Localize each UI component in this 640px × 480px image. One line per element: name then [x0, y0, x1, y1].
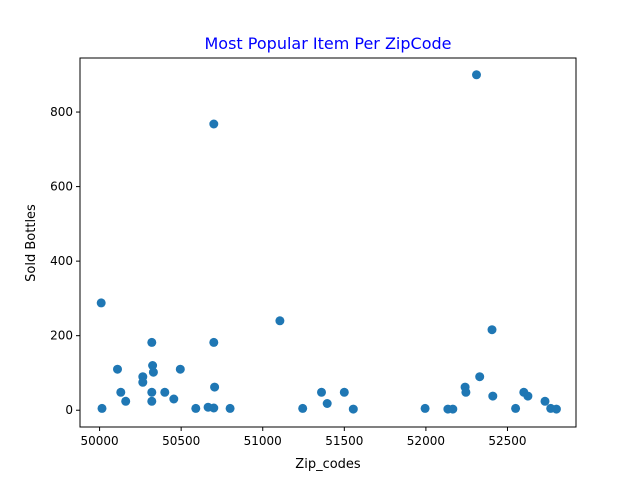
data-point-19	[210, 382, 220, 392]
data-point-14	[175, 364, 185, 374]
y-axis: 0 200 400 600 800	[50, 105, 80, 417]
data-point-22	[275, 316, 285, 326]
data-point-37	[511, 403, 521, 413]
data-point-8	[147, 387, 157, 397]
data-point-4	[121, 396, 131, 406]
data-point-21	[225, 403, 235, 413]
x-tick-label-3: 51500	[325, 434, 363, 448]
data-point-15	[191, 403, 201, 413]
x-tick-label-0: 50000	[80, 434, 118, 448]
plot-frame	[79, 57, 577, 428]
data-point-35	[487, 325, 497, 335]
data-point-13	[169, 394, 179, 404]
data-point-18	[209, 337, 219, 347]
data-point-1	[97, 403, 107, 413]
chart-title: Most Popular Item Per ZipCode	[205, 34, 452, 53]
x-tick-label-1: 50500	[162, 434, 200, 448]
data-point-34	[475, 372, 485, 382]
data-point-11	[148, 367, 158, 377]
data-point-28	[420, 403, 430, 413]
data-point-17	[209, 119, 219, 129]
data-point-42	[551, 404, 561, 414]
data-point-20	[209, 403, 219, 413]
data-point-40	[540, 396, 550, 406]
x-tick-label-2: 51000	[244, 434, 282, 448]
data-point-2	[113, 364, 122, 374]
data-point-0	[96, 298, 106, 308]
data-point-33	[472, 70, 481, 80]
points-layer	[96, 70, 561, 414]
data-point-24	[317, 387, 326, 397]
data-point-27	[348, 404, 358, 414]
y-tick-label-1: 200	[50, 329, 73, 343]
y-tick-label-2: 400	[50, 254, 73, 268]
data-point-39	[523, 391, 533, 401]
y-tick-label-3: 600	[50, 180, 73, 194]
data-point-3	[116, 387, 126, 397]
data-point-6	[138, 377, 148, 387]
data-point-36	[488, 391, 498, 401]
data-point-26	[339, 387, 349, 397]
x-axis-label: Zip_codes	[295, 457, 361, 472]
y-axis-label: Sold Bottles	[24, 204, 39, 282]
data-point-32	[461, 387, 471, 397]
data-point-10	[148, 361, 158, 370]
x-tick-label-4: 52000	[407, 434, 445, 448]
data-point-7	[147, 337, 157, 347]
data-point-9	[147, 396, 157, 406]
y-tick-label-0: 0	[65, 403, 73, 417]
data-point-25	[322, 399, 332, 408]
data-point-12	[160, 387, 170, 397]
x-axis: 50000 50500 51000 51500 52000 52500	[80, 427, 527, 448]
x-tick-label-5: 52500	[488, 434, 526, 448]
y-tick-label-4: 800	[50, 105, 73, 119]
data-point-30	[448, 404, 458, 414]
data-point-23	[298, 403, 308, 413]
